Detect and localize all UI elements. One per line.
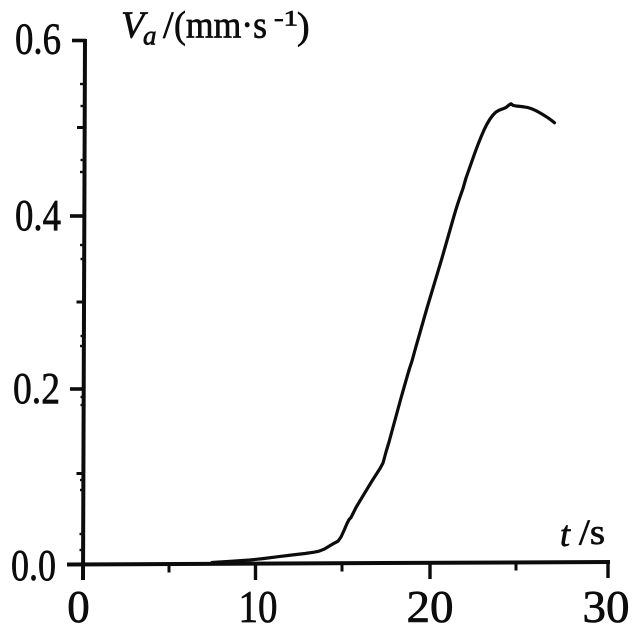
svg-text:0.2: 0.2 <box>13 364 60 413</box>
svg-text:10: 10 <box>239 582 278 630</box>
svg-text:20: 20 <box>407 582 454 630</box>
svg-text:0.4: 0.4 <box>15 191 61 240</box>
svg-text:0.0: 0.0 <box>11 541 56 590</box>
svg-text:0.6: 0.6 <box>15 15 61 64</box>
svg-text:30: 30 <box>583 582 630 630</box>
svg-text:t/s: t/s <box>560 512 605 554</box>
svg-text:Va/(mm·s-1): Va/(mm·s -1) <box>121 5 310 51</box>
svg-text:0: 0 <box>67 582 90 630</box>
